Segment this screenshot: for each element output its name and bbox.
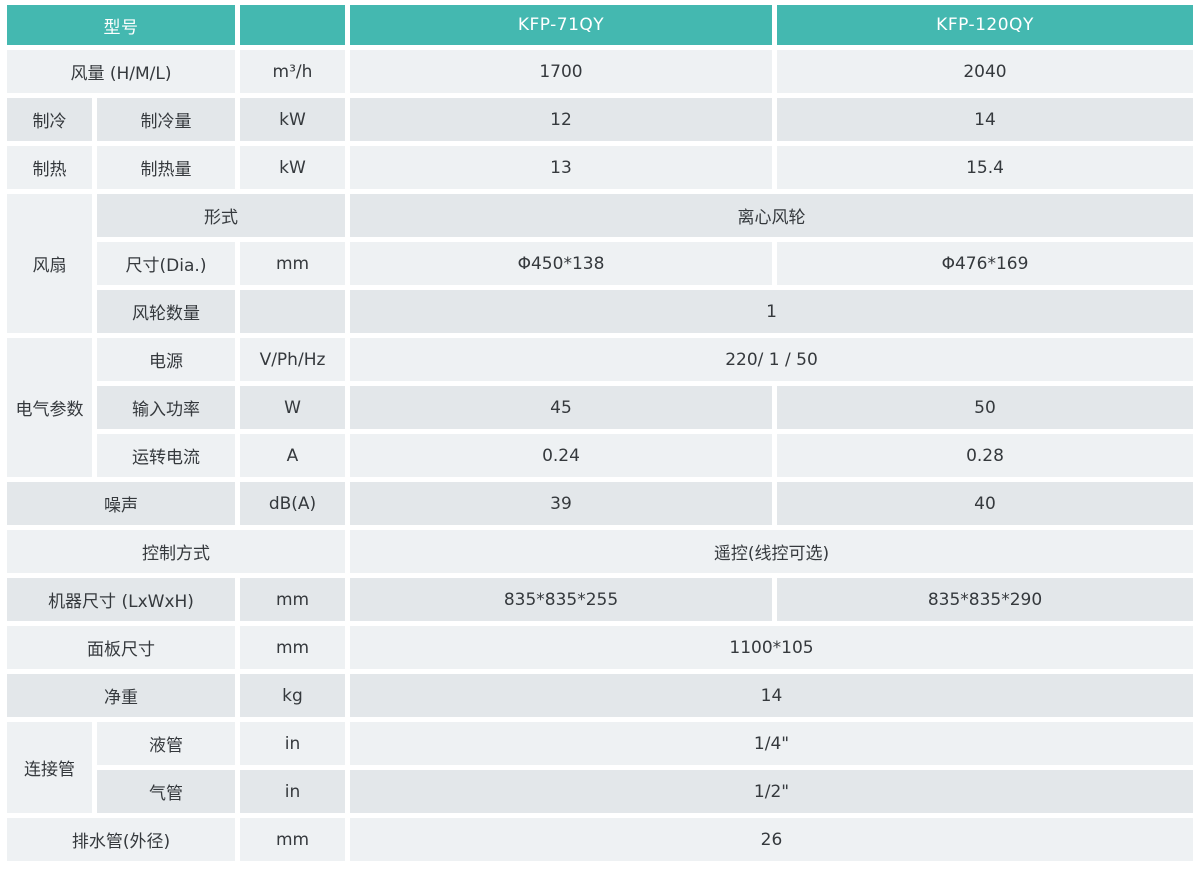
spec-group: 制热 [7, 146, 92, 189]
spec-value-kfp120: 14 [777, 98, 1193, 141]
header-model-label: 型号 [7, 5, 235, 45]
table-row-power-supply: 电气参数 电源 V/Ph/Hz 220/ 1 / 50 [7, 338, 1193, 477]
spec-value-kfp120: 2040 [777, 50, 1193, 93]
spec-value-kfp71: 0.24 [350, 434, 772, 477]
spec-label: 运转电流 [97, 434, 235, 477]
spec-value-kfp120: Φ476*169 [777, 242, 1193, 285]
table-row-fan-count: 风轮数量 1 [7, 290, 1193, 333]
spec-label: 液管 [97, 722, 235, 765]
spec-group: 制冷 [7, 98, 92, 141]
spec-unit: A [240, 434, 345, 477]
table-row-noise: 噪声 dB(A) 39 40 [7, 482, 1193, 525]
spec-value-kfp120: 40 [777, 482, 1193, 525]
spec-unit: dB(A) [240, 482, 345, 525]
header-unit-cell [240, 5, 345, 45]
spec-unit: mm [240, 578, 345, 621]
spec-label: 面板尺寸 [7, 626, 235, 669]
table-row-cooling: 制冷 制冷量 kW 12 14 [7, 98, 1193, 141]
table-header: 型号 KFP-71QY KFP-120QY [7, 5, 1193, 45]
table-row-airflow: 风量 (H/M/L) m³/h 1700 2040 [7, 50, 1193, 93]
spec-unit: W [240, 386, 345, 429]
spec-label: 气管 [97, 770, 235, 813]
spec-label: 风轮数量 [97, 290, 235, 333]
table-row-net-weight: 净重 kg 14 [7, 674, 1193, 717]
spec-unit: kW [240, 146, 345, 189]
spec-group-pipes: 连接管 [7, 722, 92, 813]
spec-group-fan: 风扇 [7, 194, 92, 333]
spec-value-kfp120: 0.28 [777, 434, 1193, 477]
spec-unit: kW [240, 98, 345, 141]
table-row-input-power: 输入功率 W 45 50 [7, 386, 1193, 429]
spec-value-kfp71: 1700 [350, 50, 772, 93]
table-row-drain-pipe: 排水管(外径) mm 26 [7, 818, 1193, 861]
spec-value-merged: 1/4" [350, 722, 1193, 765]
table-row-running-current: 运转电流 A 0.24 0.28 [7, 434, 1193, 477]
spec-value-kfp71: 39 [350, 482, 772, 525]
spec-label: 排水管(外径) [7, 818, 235, 861]
spec-unit [240, 290, 345, 333]
table-row-fan-size: 尺寸(Dia.) mm Φ450*138 Φ476*169 [7, 242, 1193, 285]
spec-unit: mm [240, 818, 345, 861]
spec-unit: in [240, 770, 345, 813]
spec-label: 尺寸(Dia.) [97, 242, 235, 285]
spec-label: 风量 (H/M/L) [7, 50, 235, 93]
table-row-liquid-pipe: 连接管 液管 in 1/4" [7, 722, 1193, 813]
header-model-1: KFP-71QY [350, 5, 772, 45]
spec-group-electrical: 电气参数 [7, 338, 92, 477]
spec-value-kfp120: 50 [777, 386, 1193, 429]
spec-label: 控制方式 [7, 530, 345, 573]
spec-value-merged: 离心风轮 [350, 194, 1193, 237]
spec-value-merged: 1 [350, 290, 1193, 333]
table-row-control: 控制方式 遥控(线控可选) [7, 530, 1193, 573]
spec-label: 净重 [7, 674, 235, 717]
spec-value-merged: 遥控(线控可选) [350, 530, 1193, 573]
spec-value-merged: 14 [350, 674, 1193, 717]
spec-label: 机器尺寸 (LxWxH) [7, 578, 235, 621]
spec-unit: in [240, 722, 345, 765]
spec-unit: kg [240, 674, 345, 717]
spec-unit: m³/h [240, 50, 345, 93]
spec-value-kfp71: 45 [350, 386, 772, 429]
spec-value-kfp71: 13 [350, 146, 772, 189]
spec-value-merged: 1/2" [350, 770, 1193, 813]
spec-unit: mm [240, 242, 345, 285]
spec-label: 形式 [97, 194, 345, 237]
spec-label: 输入功率 [97, 386, 235, 429]
spec-value-kfp71: Φ450*138 [350, 242, 772, 285]
table-row-fan-type: 风扇 形式 离心风轮 [7, 194, 1193, 333]
spec-label: 制冷量 [97, 98, 235, 141]
spec-label: 噪声 [7, 482, 235, 525]
header-model-2: KFP-120QY [777, 5, 1193, 45]
table-row-heating: 制热 制热量 kW 13 15.4 [7, 146, 1193, 189]
spec-unit: mm [240, 626, 345, 669]
spec-value-kfp120: 15.4 [777, 146, 1193, 189]
spec-value-kfp71: 12 [350, 98, 772, 141]
spec-value-merged: 220/ 1 / 50 [350, 338, 1193, 381]
header-row: 型号 KFP-71QY KFP-120QY [7, 5, 1193, 45]
spec-unit: V/Ph/Hz [240, 338, 345, 381]
table-row-unit-size: 机器尺寸 (LxWxH) mm 835*835*255 835*835*290 [7, 578, 1193, 621]
spec-value-kfp71: 835*835*255 [350, 578, 772, 621]
spec-value-kfp120: 835*835*290 [777, 578, 1193, 621]
spec-label: 制热量 [97, 146, 235, 189]
table-row-panel-size: 面板尺寸 mm 1100*105 [7, 626, 1193, 669]
spec-value-merged: 1100*105 [350, 626, 1193, 669]
spec-label: 电源 [97, 338, 235, 381]
table-row-gas-pipe: 气管 in 1/2" [7, 770, 1193, 813]
spec-value-merged: 26 [350, 818, 1193, 861]
